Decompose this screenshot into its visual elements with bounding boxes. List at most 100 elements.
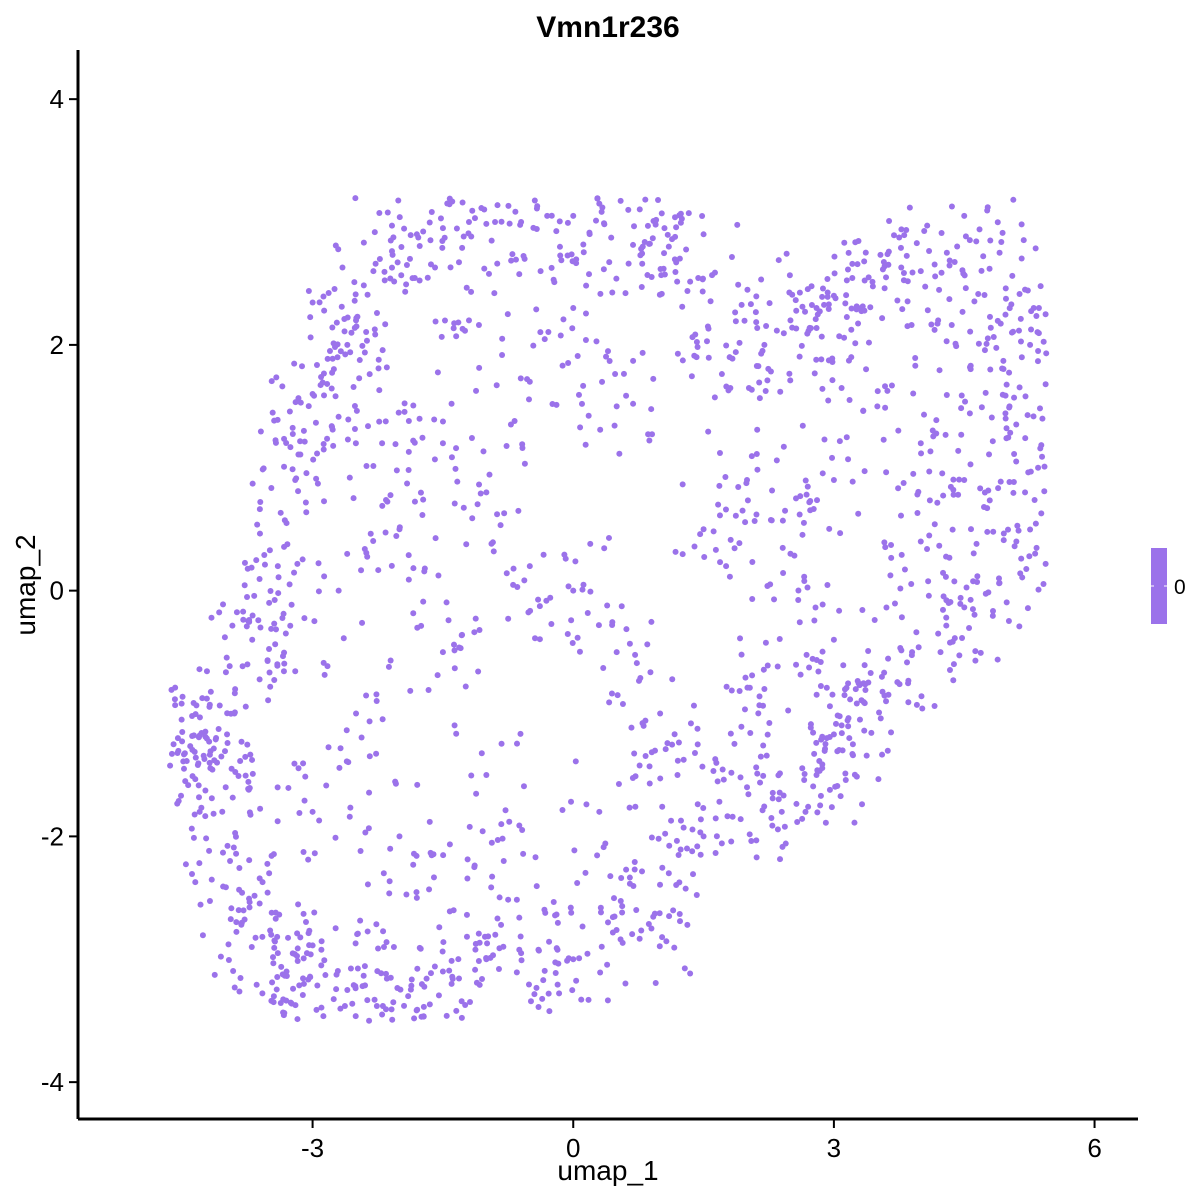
scatter-point [753,764,760,771]
scatter-point [629,931,636,938]
scatter-point [206,701,213,708]
scatter-point [279,614,286,621]
scatter-point [597,909,604,916]
scatter-point [379,440,386,447]
scatter-point [994,317,1001,324]
scatter-point [862,249,869,256]
scatter-point [380,870,387,877]
scatter-point [361,349,368,356]
scatter-point [670,907,677,914]
scatter-point [243,623,250,630]
scatter-point [904,298,911,305]
scatter-point [855,510,862,517]
scatter-point [898,614,905,621]
scatter-point [570,956,577,963]
scatter-point [524,376,531,383]
scatter-point [361,963,368,970]
scatter-point [824,293,831,300]
scatter-point [764,377,771,384]
scatter-point [472,946,479,953]
scatter-point [908,652,915,659]
scatter-point [792,297,799,304]
scatter-point [167,762,174,769]
scatter-point [1032,245,1039,252]
scatter-point [393,467,400,474]
scatter-point [238,738,245,745]
scatter-point [499,335,506,342]
scatter-point [684,921,691,928]
scatter-point [1018,221,1025,228]
scatter-point [311,909,318,916]
scatter-point [604,997,611,1004]
scatter-point [875,776,882,783]
scatter-point [863,366,870,373]
scatter-point [206,847,213,854]
scatter-point [494,915,501,922]
scatter-point [606,259,613,266]
scatter-point [453,1007,460,1014]
scatter-point [253,981,260,988]
scatter-point [776,635,783,642]
scatter-point [190,834,197,841]
scatter-point [819,470,826,477]
scatter-point [291,360,298,367]
scatter-point [841,692,848,699]
scatter-point [1000,357,1007,364]
scatter-point [816,757,823,764]
scatter-point [579,586,586,593]
scatter-point [842,777,849,784]
scatter-point [1043,350,1050,357]
scatter-point [525,981,532,988]
scatter-point [313,475,320,482]
scatter-point [395,197,402,204]
scatter-point [717,559,724,566]
scatter-point [977,649,984,656]
scatter-point [429,851,436,858]
scatter-point [626,874,633,881]
scatter-point [558,257,565,264]
scatter-point [845,357,852,364]
scatter-point [912,362,919,369]
scatter-point [426,1001,433,1008]
scatter-point [210,745,217,752]
scatter-point [1017,338,1024,345]
scatter-point [586,271,593,278]
scatter-point [946,667,953,674]
scatter-point [867,669,874,676]
scatter-point [673,881,680,888]
scatter-point [373,691,380,698]
scatter-point [599,204,606,211]
scatter-point [760,742,767,749]
scatter-point [382,970,389,977]
scatter-point [513,969,520,976]
scatter-point [769,487,776,494]
scatter-point [417,489,424,496]
scatter-point [951,578,958,585]
scatter-point [967,328,974,335]
scatter-point [481,933,488,940]
scatter-point [376,418,383,425]
scatter-point [573,977,580,984]
scatter-point [713,833,720,840]
scatter-point [413,889,420,896]
scatter-point [878,673,885,680]
scatter-point [705,428,712,435]
scatter-point [812,316,819,323]
scatter-point [267,683,274,690]
scatter-point [458,1014,465,1021]
scatter-point [761,341,768,348]
scatter-point [301,797,308,804]
scatter-point [716,482,723,489]
scatter-point [196,714,203,721]
scatter-point [580,241,587,248]
scatter-point [273,374,280,381]
scatter-point [763,752,770,759]
scatter-point [736,688,743,695]
scatter-point [966,410,973,417]
scatter-point [1000,537,1007,544]
scatter-point [410,610,417,617]
scatter-point [761,685,768,692]
scatter-point [619,903,626,910]
scatter-point [811,617,818,624]
scatter-point [612,371,619,378]
